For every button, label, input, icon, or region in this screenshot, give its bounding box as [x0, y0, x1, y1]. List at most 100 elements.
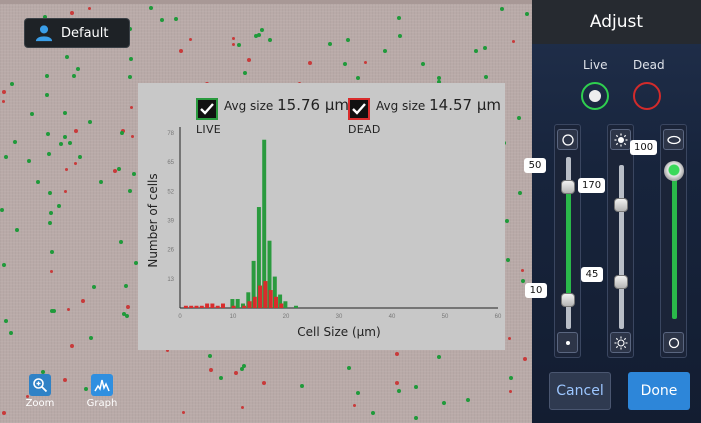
y-tick-label: 39	[167, 219, 174, 225]
live-bar	[272, 276, 277, 308]
cell-dot	[117, 167, 122, 172]
live-channel-radio[interactable]	[581, 82, 609, 110]
live-bar	[230, 299, 235, 308]
cell-dot	[122, 312, 127, 317]
cell-dot	[382, 48, 387, 53]
cell-dot	[505, 258, 510, 263]
cell-dot	[483, 46, 488, 51]
cell-dot	[88, 120, 93, 125]
small-circle-icon[interactable]	[557, 332, 578, 353]
cell-dot	[236, 43, 241, 48]
cell-dot	[45, 93, 50, 98]
cell-dot	[352, 403, 356, 407]
brightness-slider[interactable]	[607, 124, 634, 358]
adjust-panel: Adjust Live Dead 50 10	[524, 0, 701, 423]
circularity-slider[interactable]	[660, 124, 687, 358]
cell-dot	[48, 191, 53, 196]
cell-dot	[4, 319, 9, 324]
cell-dot	[396, 16, 401, 21]
large-circle-icon[interactable]	[557, 129, 578, 150]
cell-dot	[15, 228, 20, 233]
size-max-handle[interactable]	[561, 180, 575, 194]
cell-dot	[36, 179, 41, 184]
cell-dot	[29, 112, 34, 117]
cell-dot	[119, 240, 124, 245]
live-bar	[246, 292, 251, 308]
dead-bar	[231, 305, 236, 308]
live-legend-name: LIVE	[196, 123, 222, 136]
graph-button[interactable]: Graph	[84, 374, 120, 409]
size-rail-fill	[566, 187, 571, 301]
circle-icon[interactable]	[663, 332, 684, 353]
cell-dot	[113, 168, 118, 173]
x-tick-label: 0	[178, 314, 182, 320]
brightness-max-handle[interactable]	[614, 198, 628, 212]
cell-dot	[219, 376, 224, 381]
cell-dot	[83, 386, 88, 391]
cell-dot	[65, 167, 69, 171]
y-tick-label: 26	[167, 248, 174, 254]
legend-dead[interactable]: Avg size 14.57 µm DEAD	[348, 98, 501, 136]
cell-dot	[356, 390, 361, 395]
graph-label: Graph	[86, 398, 118, 409]
dead-channel-radio[interactable]	[633, 82, 661, 110]
cancel-button[interactable]: Cancel	[549, 372, 611, 410]
cell-dot	[256, 32, 261, 37]
cell-dot	[328, 41, 333, 46]
x-tick-label: 60	[495, 314, 502, 320]
dead-checkbox[interactable]	[348, 98, 370, 120]
zoom-button[interactable]: Zoom	[22, 374, 58, 409]
cell-dot	[420, 61, 425, 66]
live-avg-value: 15.76 µm	[277, 96, 350, 114]
cell-dot	[511, 40, 515, 44]
cell-dot	[70, 344, 75, 349]
dead-bar	[258, 285, 263, 308]
brightness-high-icon[interactable]	[610, 129, 631, 150]
cell-dot	[63, 378, 68, 383]
circularity-handle[interactable]	[664, 161, 684, 181]
cell-dot	[371, 411, 376, 416]
cell-dot	[62, 110, 67, 115]
cell-dot	[70, 11, 75, 16]
dead-bar	[221, 303, 225, 308]
live-checkbox[interactable]	[196, 98, 218, 120]
cell-dot	[208, 354, 213, 359]
dead-bar	[183, 305, 188, 308]
cell-dot	[43, 14, 48, 19]
dead-legend-name: DEAD	[348, 123, 381, 136]
cell-dot	[343, 62, 348, 67]
cell-dot	[44, 73, 49, 78]
brightness-low-icon[interactable]	[610, 332, 631, 353]
cell-dot	[208, 367, 213, 372]
cell-dot	[89, 335, 94, 340]
cell-dot	[525, 11, 530, 16]
cell-dot	[436, 79, 441, 84]
brightness-min-handle[interactable]	[614, 275, 628, 289]
dead-bar	[274, 296, 278, 308]
cell-dot	[299, 384, 304, 389]
cell-dot	[466, 398, 471, 403]
profile-button[interactable]: Default	[24, 18, 130, 48]
cell-dot	[259, 27, 264, 32]
microscope-image-view[interactable]: Default Zoom Graph 13 26 39 52 65 78 0 10 20 30 40…	[0, 0, 532, 423]
cell-dot	[239, 367, 244, 372]
done-button[interactable]: Done	[628, 372, 690, 410]
cell-dot	[1, 262, 6, 267]
cell-dot	[262, 381, 267, 386]
size-min-handle[interactable]	[561, 293, 575, 307]
y-tick-label: 78	[167, 131, 174, 137]
cell-dot	[26, 394, 30, 398]
cell-dot	[131, 134, 135, 138]
ellipse-icon[interactable]	[663, 129, 684, 150]
cell-dot	[120, 130, 125, 135]
dead-bar	[199, 305, 204, 308]
circularity-rail-fill	[672, 175, 677, 319]
live-bar	[256, 207, 261, 308]
cell-dot	[509, 375, 514, 380]
x-tick-label: 20	[283, 314, 290, 320]
cell-dot	[59, 141, 64, 146]
legend-live[interactable]: Avg size 15.76 µm LIVE	[196, 96, 350, 136]
cell-dot	[442, 400, 446, 405]
cell-dot	[75, 66, 80, 71]
size-range-slider[interactable]	[554, 124, 581, 358]
